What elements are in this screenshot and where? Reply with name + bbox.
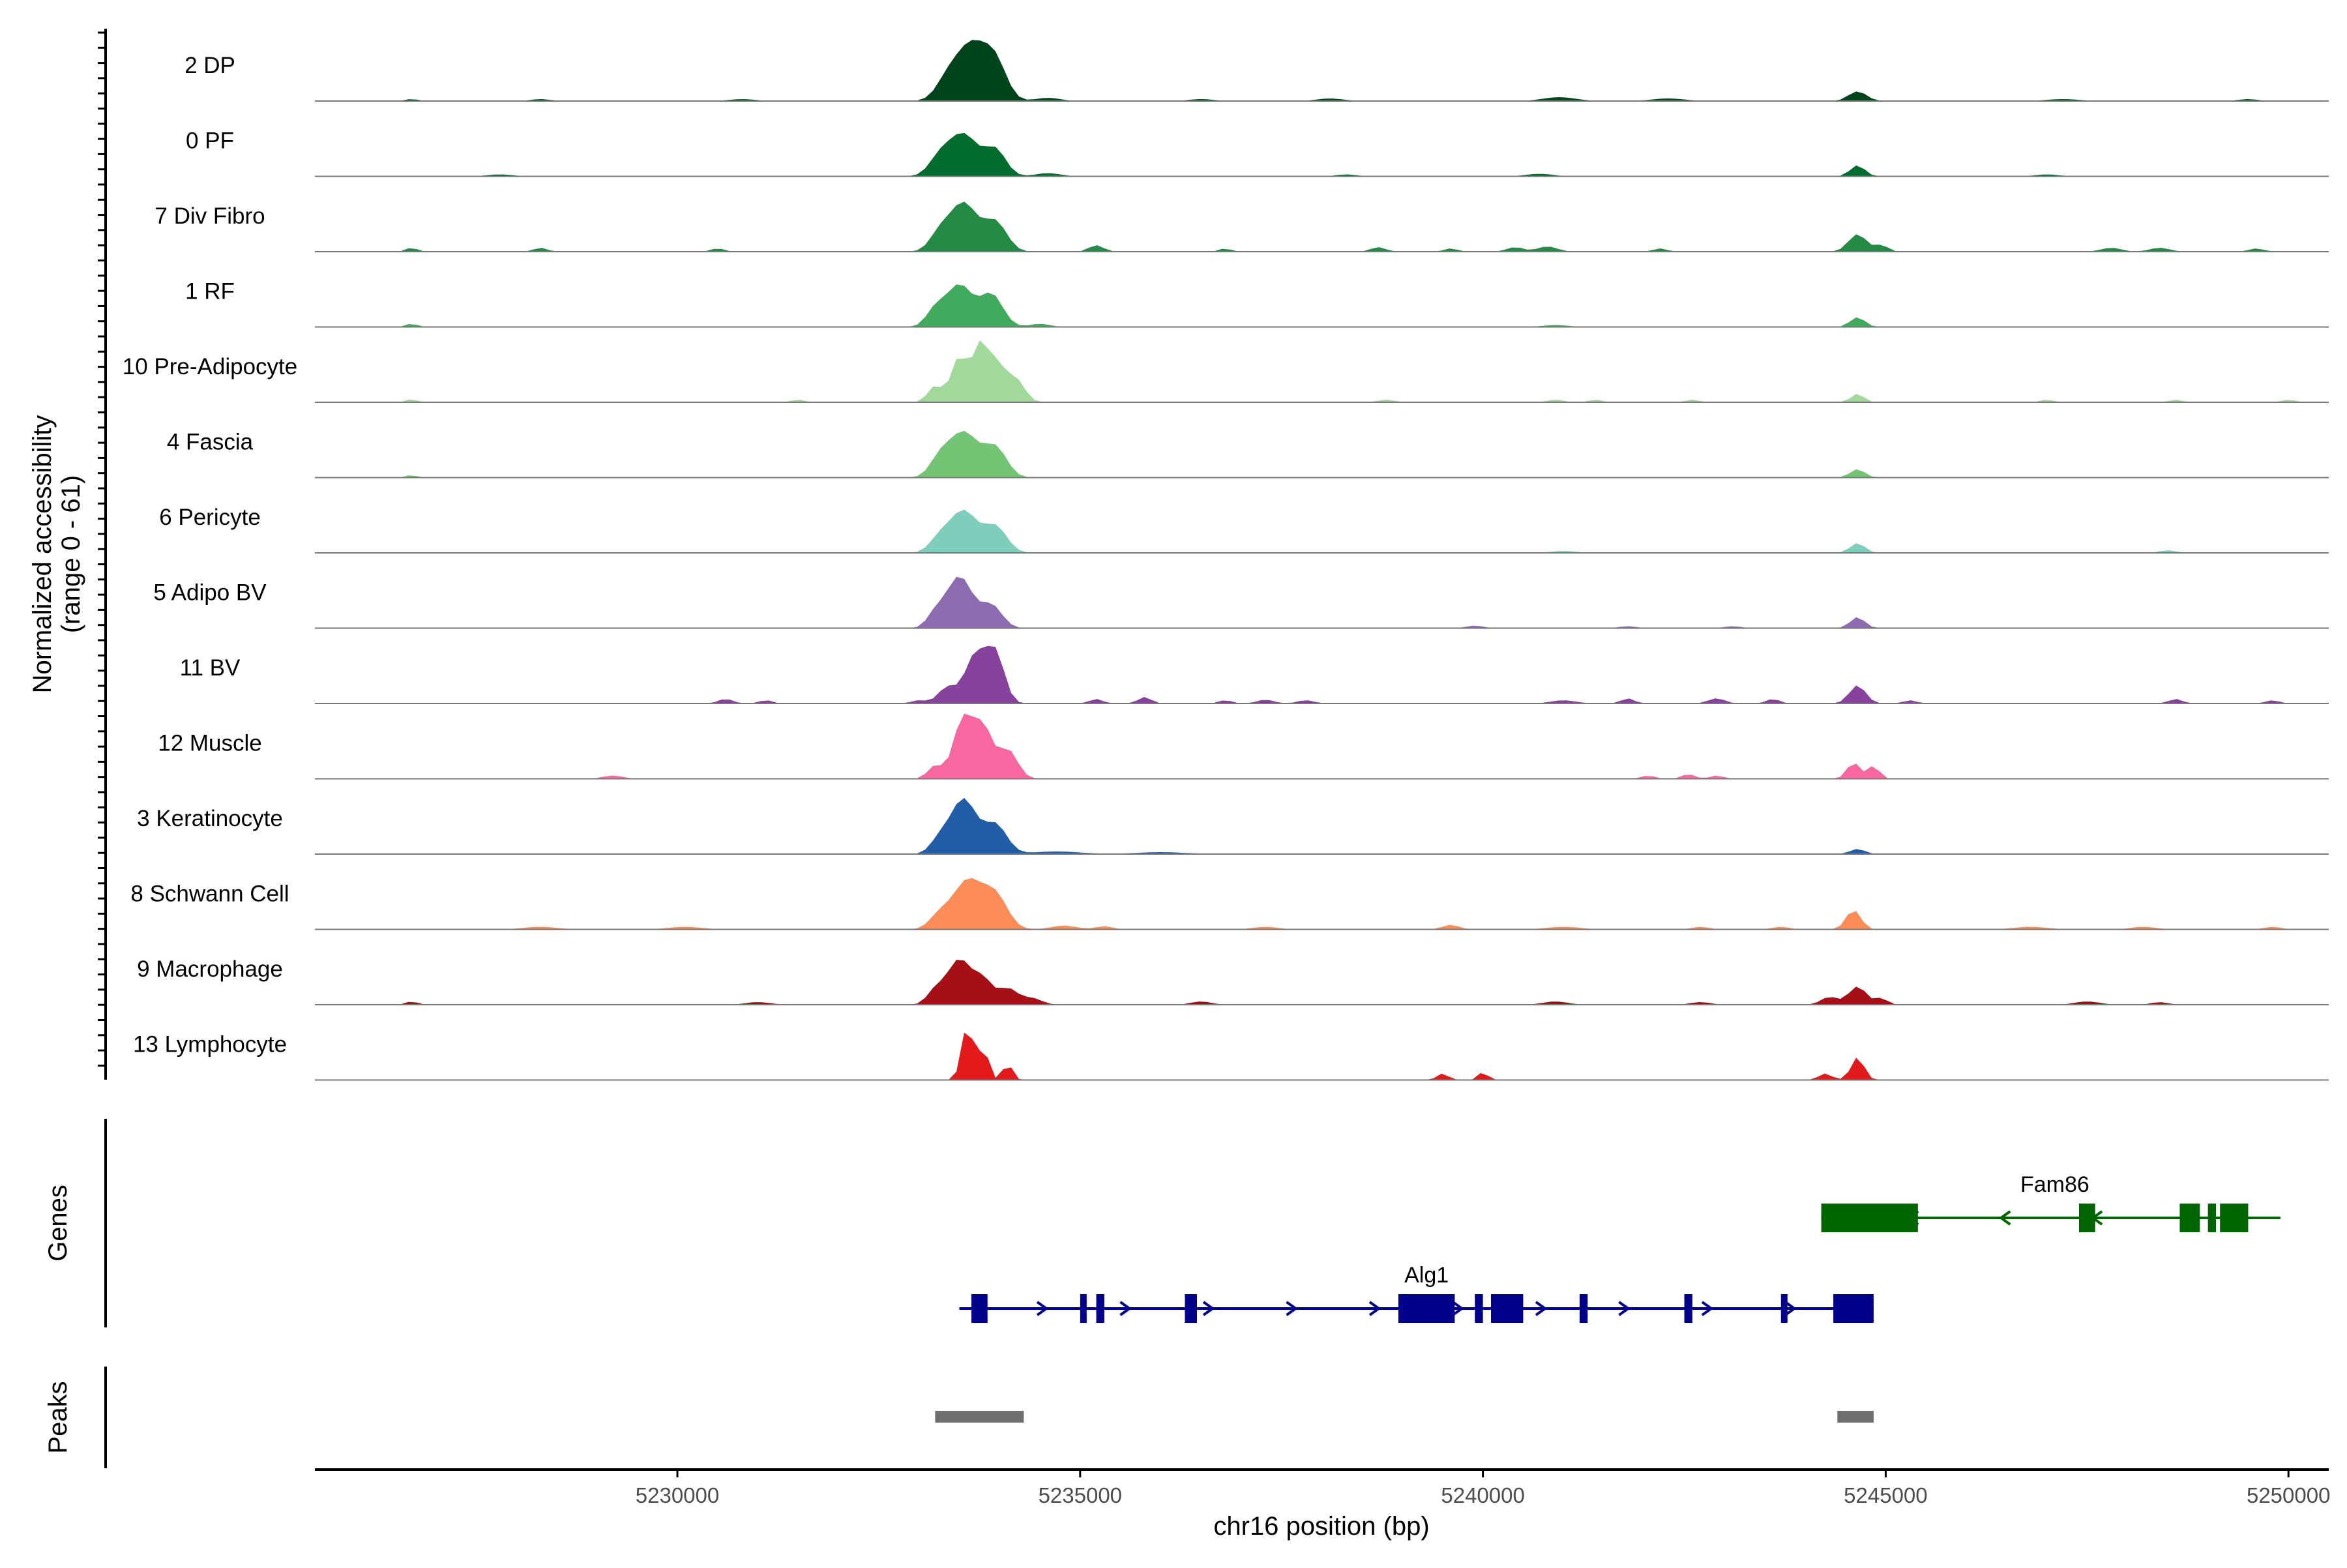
track-area xyxy=(315,797,2329,854)
track-area xyxy=(315,878,2329,930)
x-tick-label: 5250000 xyxy=(2247,1483,2330,1507)
track-9-macrophage: 9 Macrophage xyxy=(137,956,2329,1005)
track-13-lymphocyte: 13 Lymphocyte xyxy=(133,1032,2329,1081)
track-area xyxy=(315,713,2329,779)
track-10-pre-adipocyte: 10 Pre-Adipocyte xyxy=(123,340,2329,403)
track-label: 13 Lymphocyte xyxy=(133,1032,287,1058)
track-5-adipo-bv: 5 Adipo BV xyxy=(153,576,2329,629)
gene-exon xyxy=(1833,1294,1874,1323)
strand-arrow xyxy=(1368,1301,1381,1316)
track-1-rf: 1 RF xyxy=(185,279,2329,328)
strand-arrow xyxy=(1286,1301,1298,1316)
track-6-pericyte: 6 Pericyte xyxy=(159,505,2329,554)
strand-arrow xyxy=(1535,1301,1548,1316)
peak-region xyxy=(935,1411,1024,1423)
strand-arrow xyxy=(1452,1301,1464,1316)
strand-arrow xyxy=(1202,1301,1215,1316)
gene-exon xyxy=(1684,1294,1692,1323)
gene-exon xyxy=(1490,1294,1524,1323)
track-area xyxy=(315,132,2329,177)
track-area xyxy=(315,201,2329,252)
gene-exon xyxy=(1185,1294,1197,1323)
strand-arrow xyxy=(1998,1210,2011,1226)
axis-layer: 5230000 5235000 5240000 5245000 5250000 xyxy=(98,31,2330,1507)
track-label: 6 Pericyte xyxy=(159,505,261,530)
track-3-keratinocyte: 3 Keratinocyte xyxy=(137,797,2329,855)
track-area xyxy=(315,576,2329,629)
track-label: 8 Schwann Cell xyxy=(130,881,289,907)
gene-label: Alg1 xyxy=(1404,1263,1449,1288)
gene-exon xyxy=(1398,1294,1455,1323)
x-axis-label: chr16 position (bp) xyxy=(1213,1512,1429,1541)
strand-arrow xyxy=(1784,1301,1797,1316)
track-label: 12 Muscle xyxy=(158,731,262,756)
track-label: 2 DP xyxy=(185,53,235,78)
track-area xyxy=(315,1032,2329,1080)
track-4-fascia: 4 Fascia xyxy=(167,430,2329,479)
track-0-pf: 0 PF xyxy=(186,128,2329,177)
gene-exon xyxy=(1821,1204,1918,1232)
track-area xyxy=(315,340,2329,402)
tracks-layer: 2 DP 0 PF 7 Div Fibro 1 RF 10 Pre-Adipocyte 4… xyxy=(123,40,2329,1081)
gene-label: Fam86 xyxy=(2020,1172,2089,1197)
track-label: 0 PF xyxy=(186,128,234,154)
track-11-bv: 11 BV xyxy=(180,645,2329,704)
track-area xyxy=(315,960,2329,1005)
track-label: 1 RF xyxy=(185,279,235,304)
gene-alg1: Alg1 xyxy=(959,1263,1874,1323)
peaks-panel-label: Peaks xyxy=(44,1381,72,1453)
genes-panel-label: Genes xyxy=(44,1185,72,1262)
x-tick-label: 5245000 xyxy=(1844,1483,1927,1507)
strand-arrow xyxy=(1036,1301,1049,1316)
track-label: 4 Fascia xyxy=(167,430,254,455)
track-area xyxy=(315,645,2329,703)
gene-exon xyxy=(1780,1294,1788,1323)
track-label: 3 Keratinocyte xyxy=(137,806,283,831)
track-label: 5 Adipo BV xyxy=(153,580,267,606)
track-label: 7 Div Fibro xyxy=(155,203,265,229)
track-label: 10 Pre-Adipocyte xyxy=(123,354,297,379)
x-tick-label: 5235000 xyxy=(1039,1483,1122,1507)
track-2-dp: 2 DP xyxy=(185,40,2329,102)
genes-layer: Fam86 Alg1 xyxy=(959,1172,2281,1323)
gene-exon xyxy=(2179,1204,2200,1232)
track-label: 9 Macrophage xyxy=(137,956,283,982)
x-tick-label: 5230000 xyxy=(636,1483,719,1507)
x-tick-label: 5240000 xyxy=(1441,1483,1524,1507)
track-8-schwann-cell: 8 Schwann Cell xyxy=(130,878,2329,930)
track-area xyxy=(315,284,2329,327)
track-area xyxy=(315,509,2329,553)
gene-exon xyxy=(1475,1294,1483,1323)
strand-arrow xyxy=(1618,1301,1631,1316)
strand-arrow xyxy=(1701,1301,1714,1316)
track-area xyxy=(315,40,2329,102)
gene-exon xyxy=(2078,1204,2095,1232)
track-7-div-fibro: 7 Div Fibro xyxy=(155,201,2329,252)
peaks-layer xyxy=(935,1411,1874,1423)
track-label: 11 BV xyxy=(180,655,241,681)
y-axis-label-line1: Normalized accessibility xyxy=(28,415,57,694)
gene-fam86: Fam86 xyxy=(1821,1172,2281,1232)
track-12-muscle: 12 Muscle xyxy=(158,713,2329,780)
peak-region xyxy=(1837,1411,1874,1423)
gene-exon xyxy=(1080,1294,1087,1323)
gene-exon xyxy=(1096,1294,1104,1323)
gene-exon xyxy=(971,1294,988,1323)
strand-arrow xyxy=(1119,1301,1132,1316)
gene-exon xyxy=(2207,1204,2217,1232)
gene-exon xyxy=(2220,1204,2249,1232)
gene-exon xyxy=(1579,1294,1588,1323)
track-area xyxy=(315,430,2329,478)
y-axis-label-line2: (range 0 - 61) xyxy=(57,475,85,633)
